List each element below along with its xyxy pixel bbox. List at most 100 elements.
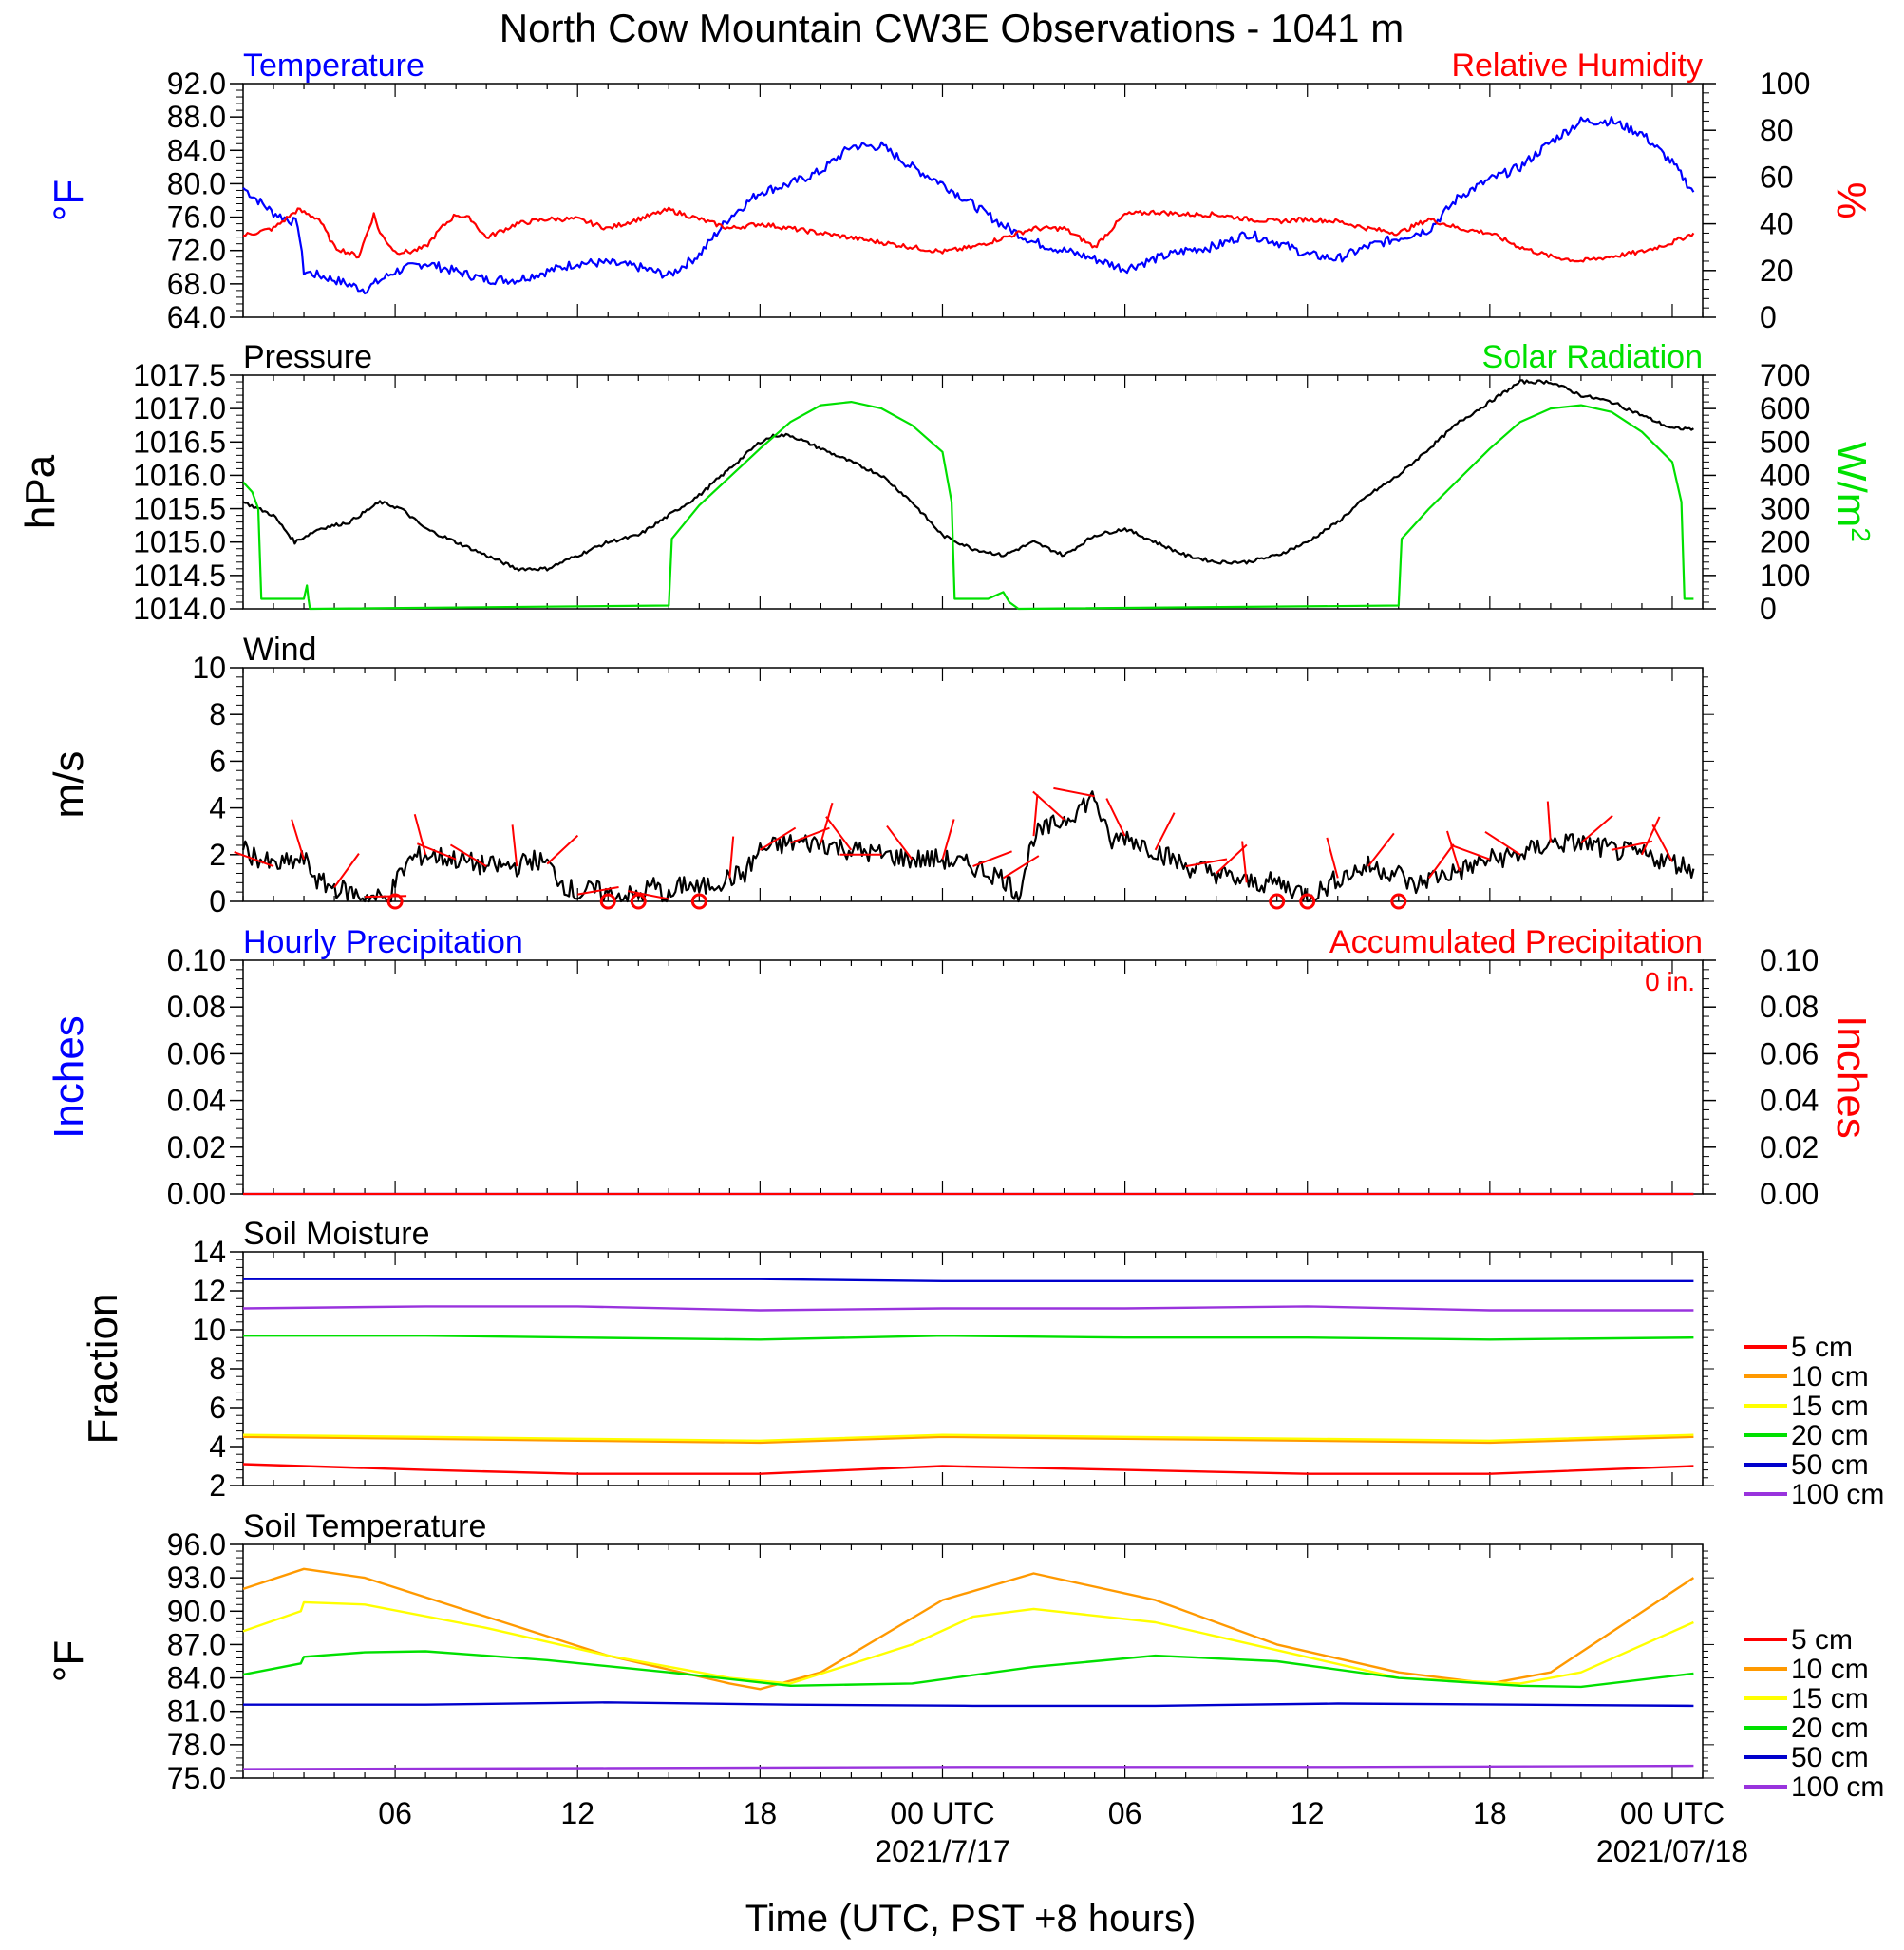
y-tick-label-left: 1016.5 — [133, 425, 226, 459]
y-tick-label-right: 0.02 — [1760, 1130, 1819, 1164]
x-date-label: 2021/7/17 — [875, 1834, 1009, 1868]
y-tick-label-left: 1015.0 — [133, 525, 226, 559]
panel-title-right: Solar Radiation — [1482, 339, 1703, 375]
series-100-cm — [242, 1305, 1694, 1312]
y-tick-label-left: 72.0 — [167, 234, 226, 268]
x-tick-label: 18 — [1473, 1796, 1507, 1830]
legend-label: 20 cm — [1791, 1420, 1869, 1451]
y-tick-label-left: 1014.5 — [133, 558, 226, 593]
legend-label: 100 cm — [1791, 1771, 1884, 1803]
x-tick-label: 12 — [1291, 1796, 1325, 1830]
y-tick-label-right: 500 — [1760, 425, 1810, 459]
wind-barb — [1428, 843, 1455, 879]
series-15-cm — [242, 1433, 1694, 1443]
y-tick-label-left: 8 — [209, 697, 226, 731]
accumulated-total: 0 in. — [1645, 967, 1695, 996]
panel-soil-temperature: 75.078.081.084.087.090.093.096.0 Soil Tem… — [46, 1508, 1884, 1803]
y-tick-label-left: 1017.5 — [133, 358, 226, 392]
y-tick-label-left: 10 — [192, 651, 226, 685]
y-tick-label-left: 78.0 — [167, 1728, 226, 1762]
y-tick-label-right: 0.08 — [1760, 990, 1819, 1024]
y-axis-label-left: hPa — [17, 454, 64, 529]
calm-wind-circle — [630, 893, 647, 910]
plot-frame — [242, 1251, 1704, 1486]
y-tick-label-left: 93.0 — [167, 1561, 226, 1595]
y-tick-label-left: 68.0 — [167, 267, 226, 301]
wind-barb — [449, 843, 487, 867]
panel-title-left: Pressure — [243, 339, 372, 375]
panel-title-left: Hourly Precipitation — [243, 924, 523, 960]
wind-barb — [291, 819, 305, 861]
y-tick-label-left: 0.04 — [167, 1084, 226, 1118]
y-tick-label-left: 92.0 — [167, 66, 226, 101]
wind-barb — [1367, 832, 1395, 867]
y-axis-label-left: °F — [46, 1640, 92, 1682]
wind-barb — [1032, 790, 1065, 821]
wind-barb — [1185, 858, 1228, 868]
plot-frame — [242, 374, 1704, 610]
y-tick-label-left: 80.0 — [167, 166, 226, 200]
y-tick-label-right: 0.06 — [1760, 1036, 1819, 1070]
y-tick-label-left: 76.0 — [167, 200, 226, 235]
y-tick-label-right: 400 — [1760, 458, 1810, 492]
series-15-cm — [242, 1600, 1694, 1685]
legend-label: 15 cm — [1791, 1391, 1869, 1422]
y-tick-label-right: 60 — [1760, 160, 1794, 194]
plot-frame — [242, 1543, 1704, 1779]
y-tick-label-right: 0.04 — [1760, 1084, 1819, 1118]
wind-barb — [1546, 801, 1552, 843]
legend-label: 20 cm — [1791, 1713, 1869, 1744]
y-axis-label-left: Inches — [46, 1015, 92, 1139]
wind-barb — [234, 851, 274, 868]
series-5-cm — [242, 1463, 1694, 1475]
wind-barb — [1641, 816, 1661, 856]
y-tick-label-left: 6 — [209, 744, 226, 778]
y-tick-label-right: 0.10 — [1760, 943, 1819, 977]
y-tick-label-left: 64.0 — [167, 300, 226, 334]
x-date-label: 2021/07/18 — [1596, 1834, 1748, 1868]
panel-pressure-solar: 1014.01014.51015.01015.51016.01016.51017… — [17, 339, 1876, 626]
y-tick-label-left: 2 — [209, 838, 226, 872]
x-tick-label: 00 UTC — [890, 1796, 994, 1830]
panel-title-left: Temperature — [243, 47, 424, 84]
y-tick-label-left: 8 — [209, 1352, 226, 1386]
y-tick-label-left: 84.0 — [167, 133, 226, 167]
wind-barb — [1484, 830, 1521, 856]
y-tick-label-right: 80 — [1760, 113, 1794, 147]
y-tick-label-left: 87.0 — [167, 1627, 226, 1661]
series-10-cm — [242, 1567, 1695, 1691]
panel-title-right: Accumulated Precipitation — [1329, 924, 1703, 960]
wind-barb — [1446, 830, 1461, 872]
series-20-cm — [242, 1650, 1694, 1689]
wind-barb — [1105, 798, 1126, 837]
panels: 64.068.072.076.080.084.088.092.002040608… — [17, 47, 1884, 1803]
wind-barb — [1154, 812, 1176, 851]
y-tick-label-right: 200 — [1760, 525, 1810, 559]
x-tick-label: 12 — [560, 1796, 594, 1830]
y-tick-label-left: 96.0 — [167, 1527, 226, 1562]
y-tick-label-left: 0.10 — [167, 943, 226, 977]
series-relative-humidity — [242, 206, 1695, 263]
y-tick-label-left: 0.08 — [167, 990, 226, 1024]
panel-wind: 0 2 4 6 8 10 Wind m/s — [46, 632, 1714, 918]
y-tick-label-left: 1017.0 — [133, 391, 226, 426]
wind-barb — [546, 834, 579, 865]
wind-barb — [941, 819, 955, 860]
y-tick-label-right: 700 — [1760, 358, 1810, 392]
calm-wind-circle — [599, 893, 616, 910]
y-tick-label-left: 75.0 — [167, 1761, 226, 1795]
y-axis-label-right: Inches — [1828, 1015, 1875, 1139]
panel-title-left: Soil Moisture — [243, 1216, 430, 1252]
y-axis-label-left: m/s — [46, 751, 92, 819]
wind-barb — [333, 853, 360, 888]
series-temperature — [242, 116, 1695, 295]
time-axis: 06 12 18 00 UTC 2021/7/17 06 12 18 00 UTC 2021/07… — [378, 1796, 1748, 1868]
x-tick-label: 06 — [378, 1796, 412, 1830]
legend-label: 5 cm — [1791, 1624, 1853, 1656]
y-tick-label-left: 10 — [192, 1313, 226, 1347]
calm-wind-circle — [386, 893, 404, 910]
y-tick-label-right: 0 — [1760, 592, 1777, 626]
y-tick-label-left: 12 — [192, 1274, 226, 1308]
legend-label: 10 cm — [1791, 1654, 1869, 1685]
wind-barb — [1580, 814, 1613, 844]
